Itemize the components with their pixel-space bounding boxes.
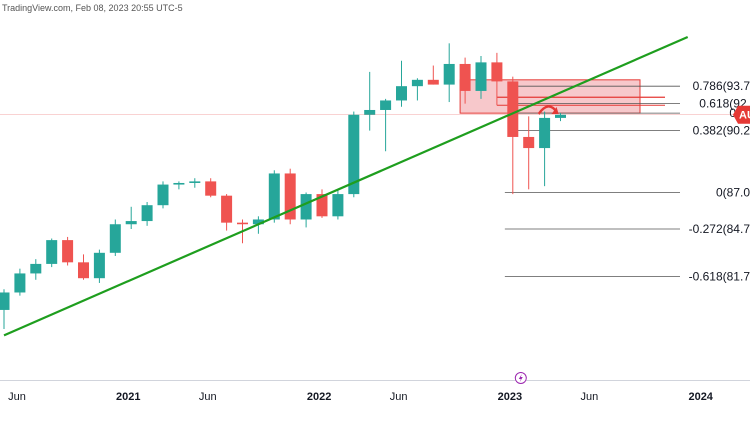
time-axis-label: Jun: [8, 391, 26, 403]
candle-body[interactable]: [62, 240, 74, 263]
candle-body[interactable]: [284, 173, 296, 220]
candle-body[interactable]: [348, 114, 360, 195]
price-badge-label: AU: [739, 110, 750, 122]
candle-body[interactable]: [396, 86, 407, 101]
candle-body[interactable]: [252, 219, 264, 225]
time-axis-label: 2023: [498, 391, 522, 403]
candle-body[interactable]: [237, 222, 248, 225]
candle-body[interactable]: [332, 194, 344, 217]
fib-level-label: 0(87.0: [716, 186, 750, 200]
candle-body[interactable]: [109, 224, 121, 253]
candle-body[interactable]: [46, 240, 58, 264]
candle-body[interactable]: [78, 262, 89, 279]
candle-body[interactable]: [14, 273, 26, 293]
candle-body[interactable]: [475, 62, 487, 91]
time-axis-label: Jun: [390, 391, 408, 403]
candle-body[interactable]: [173, 182, 185, 185]
fib-level-label: -0.618(81.7: [689, 270, 750, 284]
candle-body[interactable]: [300, 194, 312, 220]
candle-body[interactable]: [221, 195, 233, 223]
candle-body[interactable]: [189, 181, 201, 183]
candle-body[interactable]: [157, 184, 169, 206]
candle-body[interactable]: [364, 109, 376, 115]
fib-level-label: 0.786(93.7: [693, 79, 750, 93]
candle-body[interactable]: [268, 173, 280, 220]
supply-zone-layer: [459, 79, 665, 114]
time-axis: Jun 2021 Jun 2022 Jun 2023 Jun 2024: [8, 372, 714, 403]
candle-body[interactable]: [539, 117, 551, 149]
candle-body[interactable]: [523, 136, 535, 149]
time-axis-label: 2024: [688, 391, 713, 403]
fib-level-label: 0.382(90.2: [693, 124, 750, 138]
time-axis-label: 2021: [116, 391, 140, 403]
price-badge-layer: AU: [733, 105, 750, 124]
candles-layer: [0, 43, 566, 329]
watermark-text: TradingView.com, Feb 08, 2023 20:55 UTC-…: [2, 3, 183, 13]
fib-level-label: -0.272(84.7: [689, 222, 750, 236]
candle-body[interactable]: [427, 79, 439, 85]
arrow-head-icon: [551, 106, 559, 114]
candle-body[interactable]: [443, 63, 455, 85]
time-axis-label: Jun: [199, 391, 217, 403]
candle-body[interactable]: [411, 79, 423, 87]
price-badge[interactable]: [733, 105, 750, 124]
trendline-layer: [3, 35, 689, 337]
candle-body[interactable]: [459, 63, 471, 91]
candle-body[interactable]: [491, 62, 503, 82]
candle-body[interactable]: [30, 263, 42, 274]
candle-body[interactable]: [380, 100, 392, 110]
support-trendline[interactable]: [3, 35, 689, 337]
candle-body[interactable]: [507, 81, 519, 137]
candle-body[interactable]: [125, 221, 137, 225]
candle-body[interactable]: [141, 205, 153, 222]
lightning-glyph: [518, 374, 523, 382]
candle-body[interactable]: [555, 114, 566, 118]
candle-body[interactable]: [316, 194, 328, 217]
time-axis-label: 2022: [307, 391, 331, 403]
candle-body[interactable]: [93, 252, 105, 279]
candle-body[interactable]: [205, 181, 217, 196]
candle-body[interactable]: [0, 292, 10, 310]
time-axis-label: Jun: [581, 391, 599, 403]
